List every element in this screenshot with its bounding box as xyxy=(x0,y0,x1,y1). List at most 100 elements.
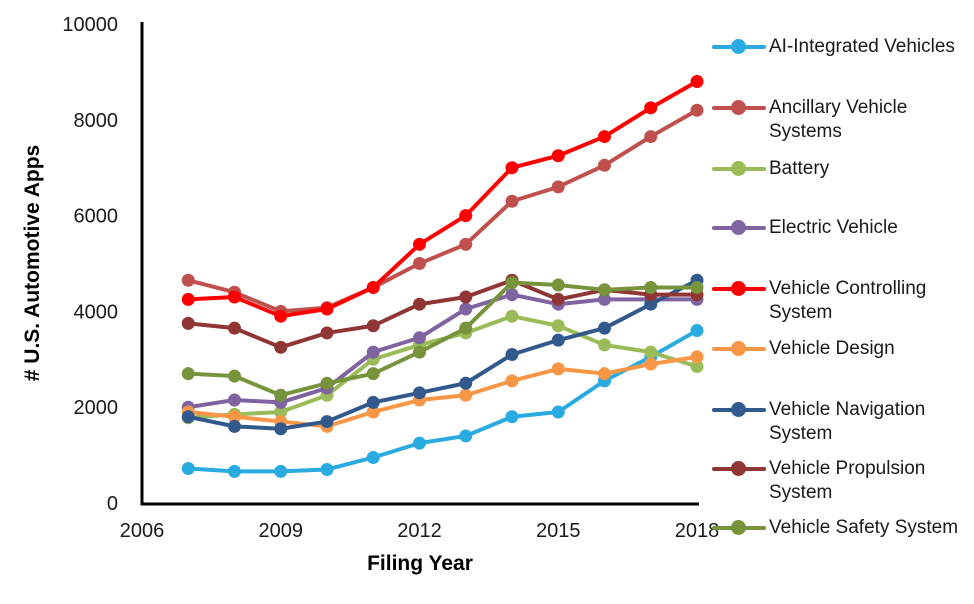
data-point-vehicle-navigation-system xyxy=(459,376,473,390)
data-point-vehicle-propulsion-system xyxy=(320,326,334,340)
legend-item: Electric Vehicle xyxy=(712,216,967,240)
data-point-ancillary-vehicle-systems xyxy=(598,158,611,172)
legend-marker-dot xyxy=(731,461,746,476)
legend-label: Vehicle Navigation System xyxy=(769,399,926,444)
data-point-vehicle-safety-system xyxy=(181,367,195,381)
data-point-vehicle-safety-system xyxy=(644,280,658,294)
legend-marker-dot xyxy=(731,39,746,54)
data-point-ai-integrated-vehicles xyxy=(181,462,195,476)
data-point-vehicle-propulsion-system xyxy=(181,316,195,330)
data-point-ai-integrated-vehicles xyxy=(690,324,704,338)
data-point-ancillary-vehicle-systems xyxy=(413,257,426,270)
legend-marker-dot xyxy=(731,520,746,535)
data-point-vehicle-controlling-system xyxy=(274,309,288,323)
data-point-ancillary-vehicle-systems xyxy=(505,194,519,208)
legend-item: Vehicle Controlling System xyxy=(712,277,967,325)
data-point-vehicle-controlling-system xyxy=(181,292,195,306)
data-point-electric-vehicle xyxy=(413,331,426,345)
data-point-vehicle-controlling-system xyxy=(690,74,704,88)
data-point-ancillary-vehicle-systems xyxy=(459,237,473,251)
data-point-vehicle-navigation-system xyxy=(228,419,241,433)
data-point-ancillary-vehicle-systems xyxy=(551,180,565,194)
data-point-vehicle-safety-system xyxy=(598,283,611,297)
data-point-vehicle-navigation-system xyxy=(551,333,565,347)
data-point-electric-vehicle xyxy=(459,302,473,316)
legend-label: Ancillary Vehicle Systems xyxy=(769,97,908,142)
data-point-vehicle-navigation-system xyxy=(413,386,426,400)
legend-marker-icon xyxy=(712,277,766,301)
data-point-vehicle-safety-system xyxy=(690,280,704,294)
data-point-battery xyxy=(598,338,611,352)
legend-label: Battery xyxy=(769,158,830,179)
data-point-vehicle-controlling-system xyxy=(366,280,380,294)
legend-marker-dot xyxy=(731,100,746,115)
data-point-electric-vehicle xyxy=(366,345,380,359)
data-point-ancillary-vehicle-systems xyxy=(644,130,658,144)
data-point-vehicle-propulsion-system xyxy=(459,290,473,304)
data-point-ai-integrated-vehicles xyxy=(459,429,473,443)
x-tick-label: 2015 xyxy=(536,520,581,542)
data-point-vehicle-safety-system xyxy=(366,367,380,381)
legend-marker-icon xyxy=(712,516,766,540)
data-point-vehicle-design xyxy=(598,367,611,381)
data-point-vehicle-design xyxy=(551,362,565,376)
series-line-vehicle-safety-system xyxy=(186,280,699,398)
data-point-vehicle-navigation-system xyxy=(274,422,288,436)
data-point-ai-integrated-vehicles xyxy=(505,410,519,424)
data-point-vehicle-navigation-system xyxy=(598,321,611,335)
data-point-electric-vehicle xyxy=(505,288,519,302)
legend-marker-dot xyxy=(731,220,746,235)
legend-marker-dot xyxy=(731,341,746,356)
legend-marker-icon xyxy=(712,337,766,361)
data-point-vehicle-design xyxy=(459,388,473,402)
data-point-battery xyxy=(690,359,704,373)
data-point-vehicle-safety-system xyxy=(459,321,473,335)
x-tick-label: 2006 xyxy=(120,520,165,542)
series-line-vehicle-design xyxy=(186,354,699,429)
legend-marker-icon xyxy=(712,35,766,59)
legend-item: Vehicle Navigation System xyxy=(712,398,967,446)
legend-marker-dot xyxy=(731,281,746,296)
data-point-vehicle-design xyxy=(644,357,658,371)
data-point-vehicle-controlling-system xyxy=(551,149,565,163)
data-point-vehicle-controlling-system xyxy=(320,302,334,316)
data-point-vehicle-safety-system xyxy=(413,345,426,359)
legend-marker-icon xyxy=(712,96,766,120)
data-point-vehicle-design xyxy=(690,350,704,364)
legend-marker-dot xyxy=(731,402,746,417)
x-tick-label: 2012 xyxy=(397,520,442,542)
legend-item: Vehicle Propulsion System xyxy=(712,457,967,505)
legend-label: Vehicle Safety System xyxy=(769,517,959,538)
data-point-electric-vehicle xyxy=(598,292,611,306)
data-point-vehicle-controlling-system xyxy=(459,209,473,223)
data-point-vehicle-navigation-system xyxy=(644,297,658,311)
y-tick-label: 10000 xyxy=(62,14,118,36)
data-point-ai-integrated-vehicles xyxy=(551,405,565,419)
data-point-vehicle-propulsion-system xyxy=(274,340,288,354)
data-point-vehicle-navigation-system xyxy=(366,395,380,409)
data-point-vehicle-controlling-system xyxy=(644,101,658,115)
legend-label: Electric Vehicle xyxy=(769,217,898,238)
legend-item: Vehicle Safety System xyxy=(712,516,967,540)
data-point-battery xyxy=(551,319,565,333)
legend-marker-icon xyxy=(712,457,766,481)
y-tick-label: 8000 xyxy=(74,110,119,132)
data-point-battery xyxy=(505,309,519,323)
y-tick-label: 6000 xyxy=(74,206,119,228)
legend-item: Battery xyxy=(712,157,967,181)
legend-label: AI-Integrated Vehicles xyxy=(769,36,955,57)
data-point-battery xyxy=(274,405,288,419)
data-point-ai-integrated-vehicles xyxy=(413,436,426,450)
series-line-ai-integrated-vehicles xyxy=(186,328,699,474)
data-point-ai-integrated-vehicles xyxy=(366,450,380,464)
y-tick-label: 0 xyxy=(107,493,118,515)
data-point-ai-integrated-vehicles xyxy=(228,464,241,478)
data-point-vehicle-design xyxy=(228,410,241,424)
legend-item: Vehicle Design xyxy=(712,337,967,361)
legend-item: Ancillary Vehicle Systems xyxy=(712,96,967,144)
x-tick-label: 2009 xyxy=(259,520,304,542)
data-point-vehicle-propulsion-system xyxy=(551,292,565,306)
legend-marker-dot xyxy=(731,161,746,176)
data-point-vehicle-propulsion-system xyxy=(413,297,426,311)
